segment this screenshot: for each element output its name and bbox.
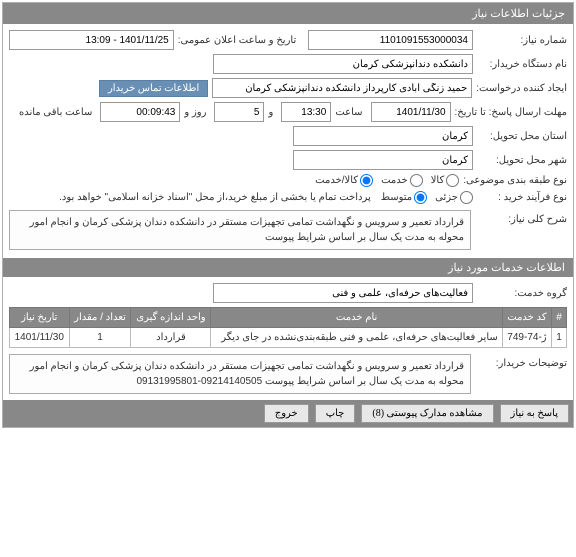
- row-group: گروه خدمت:: [9, 283, 567, 303]
- proc-medium-option[interactable]: متوسط: [381, 191, 427, 204]
- row-buyer-desc: توضیحات خریدار: قرارداد تعمیر و سرویس و …: [9, 354, 567, 394]
- cat-both-option[interactable]: کالا/خدمت: [315, 174, 373, 187]
- cat-goods-radio[interactable]: [446, 174, 459, 187]
- need-number-field[interactable]: [308, 30, 473, 50]
- form-section: شماره نیاز: تاریخ و ساعت اعلان عمومی: نا…: [3, 24, 573, 256]
- col-date: تاریخ نیاز: [10, 308, 70, 328]
- reply-button[interactable]: پاسخ به نیاز: [500, 404, 570, 423]
- exit-button[interactable]: خروج: [264, 404, 309, 423]
- row-need-number: شماره نیاز: تاریخ و ساعت اعلان عمومی:: [9, 30, 567, 50]
- cell-index: 1: [552, 328, 567, 348]
- cat-service-label: خدمت: [381, 175, 408, 186]
- creator-label: ایجاد کننده درخواست:: [476, 83, 567, 94]
- proc-minor-label: جزئی: [435, 192, 458, 203]
- deadline-date-field[interactable]: [371, 102, 451, 122]
- cat-service-radio[interactable]: [410, 174, 423, 187]
- group-label: گروه خدمت:: [477, 288, 567, 299]
- buyer-desc-box: قرارداد تعمیر و سرویس و نگهداشت تمامی تج…: [9, 354, 471, 394]
- creator-field[interactable]: [212, 78, 472, 98]
- cat-service-option[interactable]: خدمت: [381, 174, 423, 187]
- col-qty: تعداد / مقدار: [69, 308, 131, 328]
- attachments-button[interactable]: مشاهده مدارک پیوستی (8): [361, 404, 493, 423]
- cat-both-radio[interactable]: [360, 174, 373, 187]
- print-button[interactable]: چاپ: [315, 404, 356, 423]
- cat-both-label: کالا/خدمت: [315, 175, 358, 186]
- time-label: ساعت: [335, 107, 362, 118]
- process-note: پرداخت تمام یا بخشی از مبلغ خرید،از محل …: [9, 192, 371, 203]
- city-label: شهر محل تحویل:: [477, 155, 567, 166]
- city-field[interactable]: [293, 150, 473, 170]
- general-desc-label: شرح کلی نیاز:: [477, 210, 567, 225]
- buyer-device-label: نام دستگاه خریدار:: [477, 59, 567, 70]
- process-radio-group: جزئی متوسط: [381, 191, 473, 204]
- group-field[interactable]: [213, 283, 473, 303]
- cell-name: سایر فعالیت‌های حرفه‌ای، علمی و فنی طبقه…: [211, 328, 502, 348]
- process-label: نوع فرآیند خرید :: [477, 192, 567, 203]
- buyer-desc-label: توضیحات خریدار:: [477, 354, 567, 369]
- col-code: کد خدمت: [502, 308, 551, 328]
- cell-date: 1401/11/30: [10, 328, 70, 348]
- cat-goods-option[interactable]: کالا: [431, 174, 460, 187]
- cell-unit: قرارداد: [131, 328, 211, 348]
- cell-code: ژ-74-749: [502, 328, 551, 348]
- deadline-time-field[interactable]: [281, 102, 331, 122]
- general-desc-box: قرارداد تعمیر و سرویس و نگهداشت تمامی تج…: [9, 210, 471, 250]
- panel-title: جزئیات اطلاعات نیاز: [3, 3, 573, 24]
- proc-medium-radio[interactable]: [414, 191, 427, 204]
- and-label: و: [268, 107, 273, 118]
- remain-label: ساعت باقی مانده: [19, 107, 92, 118]
- main-panel: جزئیات اطلاعات نیاز شماره نیاز: تاریخ و …: [2, 2, 574, 428]
- days-field[interactable]: [214, 102, 264, 122]
- proc-minor-option[interactable]: جزئی: [435, 191, 473, 204]
- services-header: اطلاعات خدمات مورد نیاز: [3, 258, 573, 277]
- row-category: نوع طبقه بندی موضوعی: کالا خدمت کالا/خدم…: [9, 174, 567, 187]
- category-label: نوع طبقه بندی موضوعی:: [463, 175, 567, 186]
- cell-qty: 1: [69, 328, 131, 348]
- buyer-device-field[interactable]: [213, 54, 473, 74]
- announce-field[interactable]: [9, 30, 174, 50]
- province-label: استان محل تحویل:: [477, 131, 567, 142]
- contact-info-button[interactable]: اطلاعات تماس خریدار: [99, 80, 208, 97]
- row-deadline: مهلت ارسال پاسخ: تا تاریخ: ساعت و روز و …: [9, 102, 567, 122]
- row-buyer-device: نام دستگاه خریدار:: [9, 54, 567, 74]
- col-name: نام خدمت: [211, 308, 502, 328]
- col-index: #: [552, 308, 567, 328]
- need-number-label: شماره نیاز:: [477, 35, 567, 46]
- table-header-row: # کد خدمت نام خدمت واحد اندازه گیری تعدا…: [10, 308, 567, 328]
- category-radio-group: کالا خدمت کالا/خدمت: [315, 174, 459, 187]
- proc-medium-label: متوسط: [381, 192, 412, 203]
- col-unit: واحد اندازه گیری: [131, 308, 211, 328]
- province-field[interactable]: [293, 126, 473, 146]
- proc-minor-radio[interactable]: [460, 191, 473, 204]
- row-general-desc: شرح کلی نیاز: قرارداد تعمیر و سرویس و نگ…: [9, 210, 567, 250]
- row-process: نوع فرآیند خرید : جزئی متوسط پرداخت تمام…: [9, 191, 567, 204]
- announce-label: تاریخ و ساعت اعلان عمومی:: [178, 35, 297, 46]
- services-section: گروه خدمت: # کد خدمت نام خدمت واحد انداز…: [3, 277, 573, 400]
- deadline-label: مهلت ارسال پاسخ: تا تاریخ:: [455, 107, 567, 118]
- day-label: روز و: [184, 107, 206, 118]
- cat-goods-label: کالا: [431, 175, 445, 186]
- row-city: شهر محل تحویل:: [9, 150, 567, 170]
- row-province: استان محل تحویل:: [9, 126, 567, 146]
- table-row: 1 ژ-74-749 سایر فعالیت‌های حرفه‌ای، علمی…: [10, 328, 567, 348]
- row-creator: ایجاد کننده درخواست: اطلاعات تماس خریدار: [9, 78, 567, 98]
- footer-bar: پاسخ به نیاز مشاهده مدارک پیوستی (8) چاپ…: [3, 400, 573, 427]
- services-table: # کد خدمت نام خدمت واحد اندازه گیری تعدا…: [9, 307, 567, 348]
- remain-time-field[interactable]: [100, 102, 180, 122]
